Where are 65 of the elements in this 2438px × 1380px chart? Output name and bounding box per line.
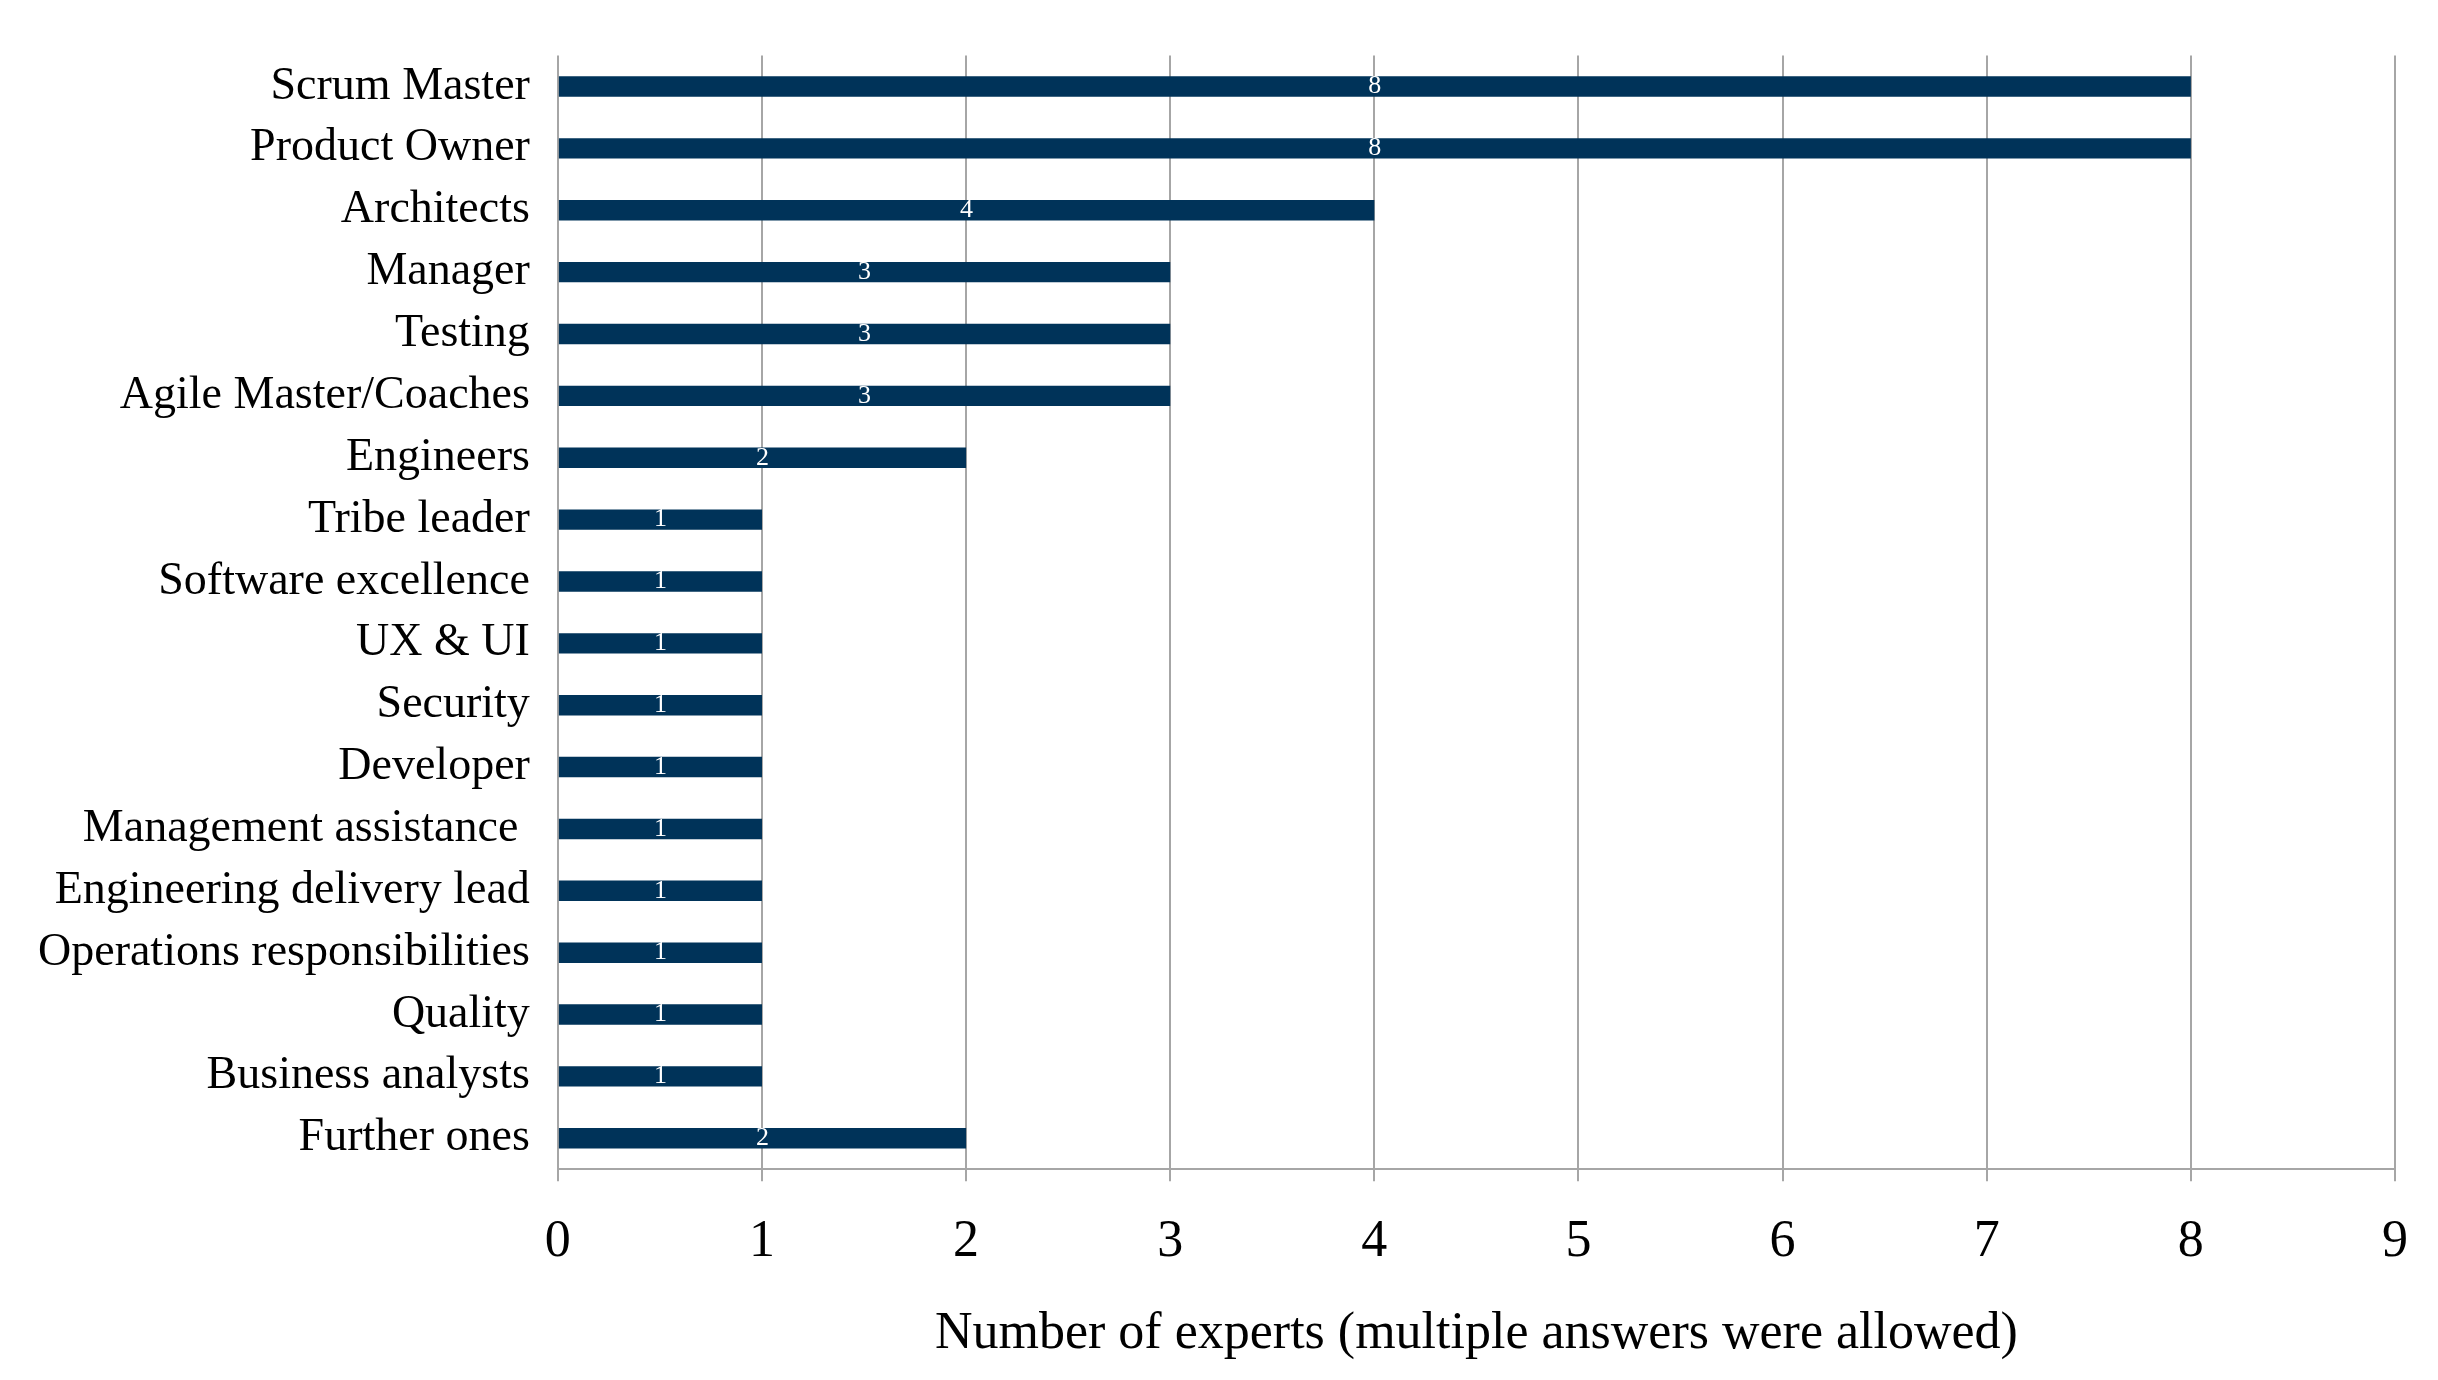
- data-label: 1: [653, 812, 667, 842]
- y-tick-label: Manager: [366, 243, 530, 295]
- bar: [558, 138, 2191, 159]
- data-label: 2: [756, 1122, 769, 1152]
- bar: [558, 385, 1171, 407]
- y-tick-label: Further ones: [298, 1109, 530, 1161]
- x-tick-label: 7: [1973, 1210, 2000, 1268]
- y-tick-label: Management assistance: [82, 800, 530, 852]
- y-tick-label: Tribe leader: [308, 490, 530, 542]
- y-tick-label: Quality: [391, 985, 530, 1037]
- x-tick-label: 3: [1157, 1210, 1184, 1268]
- bar: [558, 694, 762, 716]
- y-tick-label: Security: [376, 676, 530, 728]
- data-label: 3: [858, 255, 872, 285]
- data-label: 8: [1368, 132, 1382, 162]
- data-label: 1: [653, 750, 667, 780]
- data-label: 1: [653, 936, 667, 966]
- data-label: 4: [960, 194, 974, 224]
- bar: [558, 261, 1171, 283]
- bar: [558, 880, 762, 902]
- data-label: 1: [653, 689, 667, 719]
- x-tick-label: 5: [1565, 1210, 1592, 1268]
- bar: [558, 571, 762, 592]
- bar: [558, 942, 762, 963]
- data-label: 3: [858, 379, 872, 409]
- x-tick-label: 6: [1769, 1210, 1796, 1268]
- bar: [558, 76, 2191, 97]
- data-label: 1: [653, 565, 667, 595]
- data-label: 1: [653, 503, 667, 533]
- bar: [558, 633, 762, 654]
- bar: [558, 200, 1375, 221]
- bar: [558, 756, 762, 778]
- bar: [558, 1128, 967, 1149]
- bar: [558, 818, 762, 840]
- data-label: 8: [1368, 70, 1382, 100]
- y-tick-label: Scrum Master: [270, 57, 530, 109]
- bar: [558, 509, 762, 530]
- y-tick-label: Engineering delivery lead: [54, 861, 530, 913]
- data-label: 1: [653, 627, 667, 657]
- x-axis-title: Number of experts (multiple answers were allowed): [934, 1302, 2018, 1361]
- data-label: 3: [858, 317, 872, 347]
- x-tick-label: 0: [544, 1210, 571, 1268]
- y-tick-label: Product Owner: [250, 119, 530, 171]
- bar: [558, 1066, 762, 1087]
- y-tick-label: Agile Master/Coaches: [119, 366, 530, 418]
- x-tick-label: 2: [953, 1210, 980, 1268]
- y-tick-label: Engineers: [345, 428, 530, 480]
- y-tick-label: Software excellence: [158, 552, 530, 604]
- bar: [558, 323, 1171, 345]
- x-tick-label: 4: [1361, 1210, 1388, 1268]
- y-tick-label: Testing: [395, 305, 530, 357]
- data-label: 2: [756, 441, 769, 471]
- bar: [558, 1004, 762, 1025]
- x-tick-label: 8: [2177, 1210, 2204, 1268]
- y-tick-label: Business analysts: [206, 1047, 530, 1099]
- bar: [558, 447, 967, 468]
- data-label: 1: [653, 998, 667, 1028]
- x-tick-label: 1: [749, 1210, 775, 1268]
- y-tick-label: Architects: [340, 181, 530, 233]
- y-tick-label: UX & UI: [356, 614, 530, 666]
- data-label: 1: [653, 1060, 667, 1090]
- x-tick-label: 9: [2382, 1210, 2408, 1268]
- data-label: 1: [653, 874, 667, 904]
- y-tick-label: Operations responsibilities: [38, 923, 530, 975]
- y-tick-label: Developer: [338, 738, 530, 790]
